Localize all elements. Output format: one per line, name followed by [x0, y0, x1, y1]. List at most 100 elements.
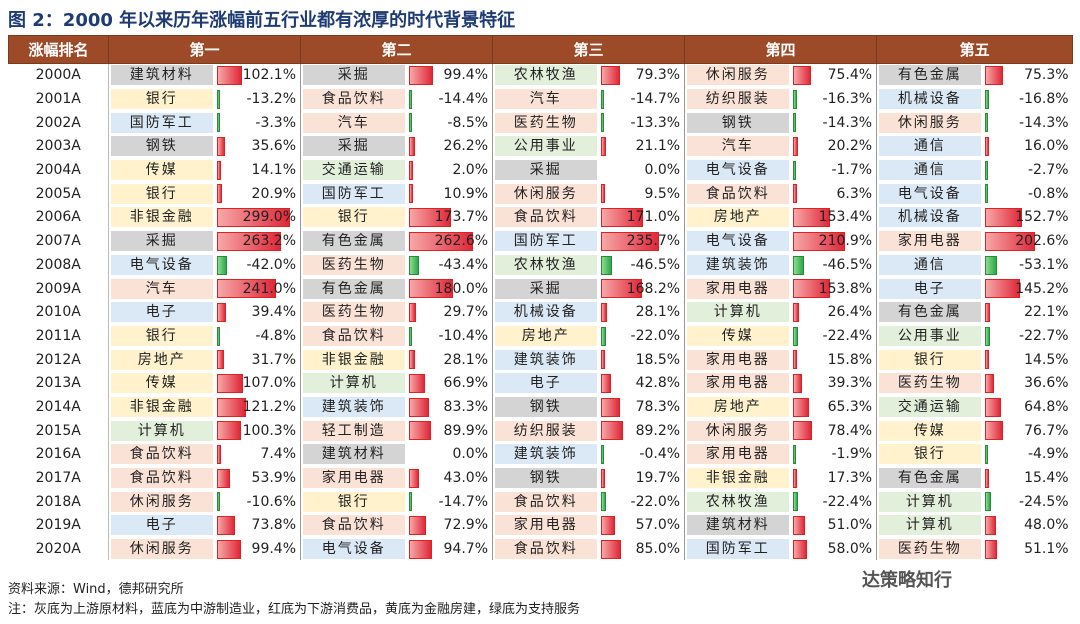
table-row: 2010A 电子 39.4% 医药生物 29.7% 机械设备 28.1% 计算机 26.4% 有色… [8, 299, 1073, 325]
return-value: 21.1% [635, 138, 681, 155]
return-cell: -46.5% [598, 252, 686, 277]
return-value: -1.9% [831, 446, 873, 463]
header-rank: 涨幅排名 [8, 35, 109, 64]
industry-cell: 食品饮料 [300, 513, 407, 538]
return-value: 43.0% [443, 470, 489, 487]
table-row: 2014A 非银金融 121.2% 建筑装饰 83.3% 钢铁 78.3% 房地产 65.3% 交… [8, 394, 1073, 419]
industry-label: 电气设备 [879, 183, 981, 204]
industry-label: 建筑材料 [687, 515, 789, 536]
industry-label: 房地产 [495, 325, 597, 346]
industry-cell: 农林牧渔 [492, 63, 599, 88]
industry-cell: 计算机 [876, 513, 983, 538]
industry-cell: 采掘 [300, 134, 407, 159]
industry-cell: 食品饮料 [492, 489, 599, 514]
industry-cell: 电气设备 [108, 252, 215, 277]
return-cell: 42.8% [598, 370, 686, 396]
positive-bar [792, 208, 831, 228]
industry-label: 食品饮料 [495, 539, 597, 560]
return-cell: 57.0% [598, 513, 686, 538]
industry-label: 钢铁 [495, 468, 597, 489]
industry-label: 电子 [879, 278, 981, 299]
return-cell: -22.0% [598, 489, 686, 514]
return-value: 28.1% [635, 304, 681, 321]
positive-bar [600, 184, 605, 204]
industry-cell: 汽车 [684, 134, 791, 159]
return-cell: 20.9% [214, 181, 302, 206]
positive-bar [216, 66, 242, 85]
industry-label: 食品饮料 [303, 89, 405, 110]
return-cell: 29.7% [406, 299, 494, 325]
industry-cell: 非银金融 [684, 465, 791, 490]
industry-label: 休闲服务 [687, 65, 789, 86]
return-cell: 51.0% [790, 513, 878, 538]
industry-label: 电气设备 [303, 539, 405, 560]
return-cell: 171.0% [598, 205, 686, 230]
return-value: 35.6% [251, 138, 297, 155]
return-cell: 31.7% [214, 347, 302, 372]
return-cell: 36.6% [982, 370, 1073, 396]
return-value: 16.0% [1024, 138, 1069, 155]
return-cell: 66.9% [406, 370, 494, 396]
return-value: 262.6% [434, 233, 489, 250]
industry-cell: 家用电器 [492, 513, 599, 538]
return-cell: 99.4% [406, 63, 494, 88]
negative-bar [792, 255, 805, 275]
return-cell: 75.3% [982, 63, 1073, 88]
return-cell: -22.4% [790, 323, 878, 348]
positive-bar [408, 279, 453, 299]
return-cell: -14.7% [406, 489, 494, 514]
return-value: 42.8% [635, 375, 681, 392]
positive-bar [792, 421, 812, 441]
positive-bar [216, 208, 291, 228]
positive-bar [216, 137, 226, 157]
positive-bar [600, 350, 606, 370]
return-value: 78.3% [635, 398, 681, 415]
industry-label: 食品饮料 [111, 444, 213, 465]
table-row: 2020A 休闲服务 99.4% 电气设备 94.7% 食品饮料 85.0% 国防军工 58.0… [8, 536, 1073, 561]
positive-bar [408, 350, 416, 370]
industry-cell: 交通运输 [300, 157, 407, 182]
return-value: 171.0% [626, 209, 681, 226]
return-cell: -0.4% [598, 442, 686, 467]
table-row: 2018A 休闲服务 -10.6% 银行 -14.7% 食品饮料 -22.0% 农林牧渔 -22… [8, 489, 1073, 514]
positive-bar [216, 231, 282, 251]
positive-bar [600, 421, 623, 441]
return-cell: -13.2% [214, 86, 302, 111]
positive-bar [792, 137, 798, 157]
note-text: 注：灰底为上游原材料，蓝底为中游制造业，红底为下游消费品，黄底为金融房建，绿底为… [8, 602, 581, 617]
industry-cell: 计算机 [300, 370, 407, 396]
industry-label: 传媒 [687, 325, 789, 346]
return-cell: 94.7% [406, 536, 494, 561]
negative-bar [984, 255, 997, 275]
year-cell: 2009A [8, 276, 109, 301]
return-cell: 299.0% [214, 205, 302, 230]
table-header-row: 涨幅排名 第一 第二 第三 第四 第五 [8, 35, 1074, 64]
negative-bar [216, 113, 220, 133]
return-value: 20.2% [827, 138, 873, 155]
return-cell: 210.9% [790, 228, 878, 253]
positive-bar [600, 373, 612, 393]
return-cell: 85.0% [598, 536, 686, 561]
industry-label: 房地产 [687, 396, 789, 417]
industry-cell: 钢铁 [108, 134, 215, 159]
industry-label: 国防军工 [495, 231, 597, 252]
industry-cell: 房地产 [108, 347, 215, 372]
return-cell: 2.0% [406, 157, 494, 182]
positive-bar [984, 279, 1021, 299]
positive-bar [984, 137, 989, 157]
year-cell: 2002A [8, 110, 109, 135]
year-cell: 2004A [8, 157, 109, 182]
return-cell: 14.1% [214, 157, 302, 182]
industry-label: 计算机 [879, 491, 981, 512]
industry-cell: 电气设备 [684, 228, 791, 253]
industry-cell: 非银金融 [300, 347, 407, 372]
industry-label: 采掘 [303, 136, 405, 157]
industry-cell: 休闲服务 [492, 181, 599, 206]
industry-label: 汽车 [303, 112, 405, 133]
positive-bar [600, 516, 615, 536]
return-cell: -0.8% [982, 181, 1073, 206]
positive-bar [408, 373, 426, 393]
return-value: 152.7% [1015, 209, 1069, 226]
industry-cell: 银行 [876, 442, 983, 467]
industry-label: 家用电器 [687, 444, 789, 465]
